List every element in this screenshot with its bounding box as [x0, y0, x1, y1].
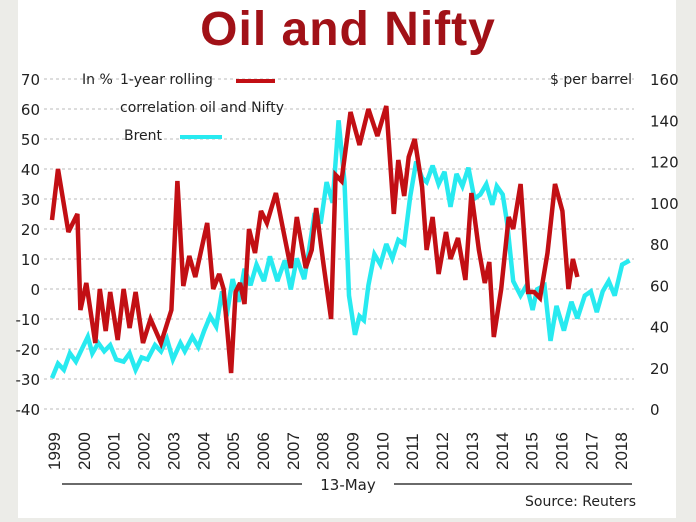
- series-brent-line: [49, 120, 631, 379]
- left-tick-label: 30: [21, 191, 40, 209]
- right-tick-label: 140: [650, 112, 679, 130]
- left-tick-label: -10: [16, 311, 41, 329]
- x-tick-label: 2018: [612, 432, 631, 470]
- grid-lines: [44, 78, 634, 410]
- x-tick-label: 2009: [344, 432, 363, 470]
- left-tick-label: 20: [21, 221, 40, 239]
- x-axis-ticks: 1999 2000 2001 2002 2003 2004 2005 2006 2007 2008…: [45, 432, 631, 470]
- legend: 1-year rolling correlation oil and Nifty…: [120, 72, 284, 144]
- x-tick-label: 2005: [224, 432, 243, 470]
- right-axis-label: $ per barrel: [550, 72, 632, 88]
- right-tick-label: 80: [650, 236, 669, 254]
- right-tick-label: 0: [650, 401, 660, 419]
- x-tick-label: 2012: [433, 432, 452, 470]
- left-axis-label: In %: [82, 72, 113, 88]
- right-tick-label: 60: [650, 277, 669, 295]
- left-tick-label: 60: [21, 101, 40, 119]
- left-tick-label: -40: [16, 401, 41, 419]
- legend-brent-label: Brent: [124, 128, 163, 144]
- right-axis-ticks: 160 140 120 100 80 60 40 20 0: [650, 71, 679, 419]
- x-tick-label: 2003: [164, 432, 183, 470]
- x-tick-label: 2004: [194, 432, 213, 470]
- x-tick-label: 2010: [373, 432, 392, 470]
- x-tick-label: 2017: [582, 432, 601, 470]
- left-tick-label: 40: [21, 161, 40, 179]
- right-tick-label: 160: [650, 71, 679, 89]
- x-tick-label: 2001: [105, 432, 124, 470]
- right-tick-label: 20: [650, 360, 669, 378]
- x-tick-label: 2006: [254, 432, 273, 470]
- chart-title: Oil and Nifty: [200, 3, 496, 56]
- left-tick-label: -30: [16, 371, 41, 389]
- series-lines: [49, 105, 631, 379]
- x-tick-label: 2013: [463, 432, 482, 470]
- right-tick-label: 120: [650, 154, 679, 172]
- x-tick-label: 2015: [523, 432, 542, 470]
- left-tick-label: -20: [16, 341, 41, 359]
- right-tick-label: 40: [650, 319, 669, 337]
- legend-correlation-line1: 1-year rolling: [120, 72, 213, 88]
- x-tick-label: 2011: [403, 433, 422, 470]
- right-tick-label: 100: [650, 195, 679, 213]
- x-tick-label: 2002: [135, 432, 154, 470]
- legend-correlation-line2: correlation oil and Nifty: [120, 100, 284, 116]
- left-axis-ticks: 70 60 50 40 30 20 10 0 -10 -20 -30 -40: [16, 71, 41, 419]
- x-axis-label: 13-May: [320, 476, 376, 494]
- left-tick-label: 0: [30, 281, 40, 299]
- left-tick-label: 70: [21, 71, 40, 89]
- x-tick-label: 2000: [75, 432, 94, 470]
- source-note: Source: Reuters: [525, 494, 636, 510]
- left-tick-label: 10: [21, 251, 40, 269]
- x-tick-label: 1999: [45, 432, 64, 470]
- x-tick-label: 2016: [552, 432, 571, 470]
- left-tick-label: 50: [21, 131, 40, 149]
- x-tick-label: 2008: [314, 432, 333, 470]
- x-tick-label: 2014: [493, 432, 512, 470]
- x-tick-label: 2007: [284, 432, 303, 470]
- series-correlation-line: [49, 105, 580, 374]
